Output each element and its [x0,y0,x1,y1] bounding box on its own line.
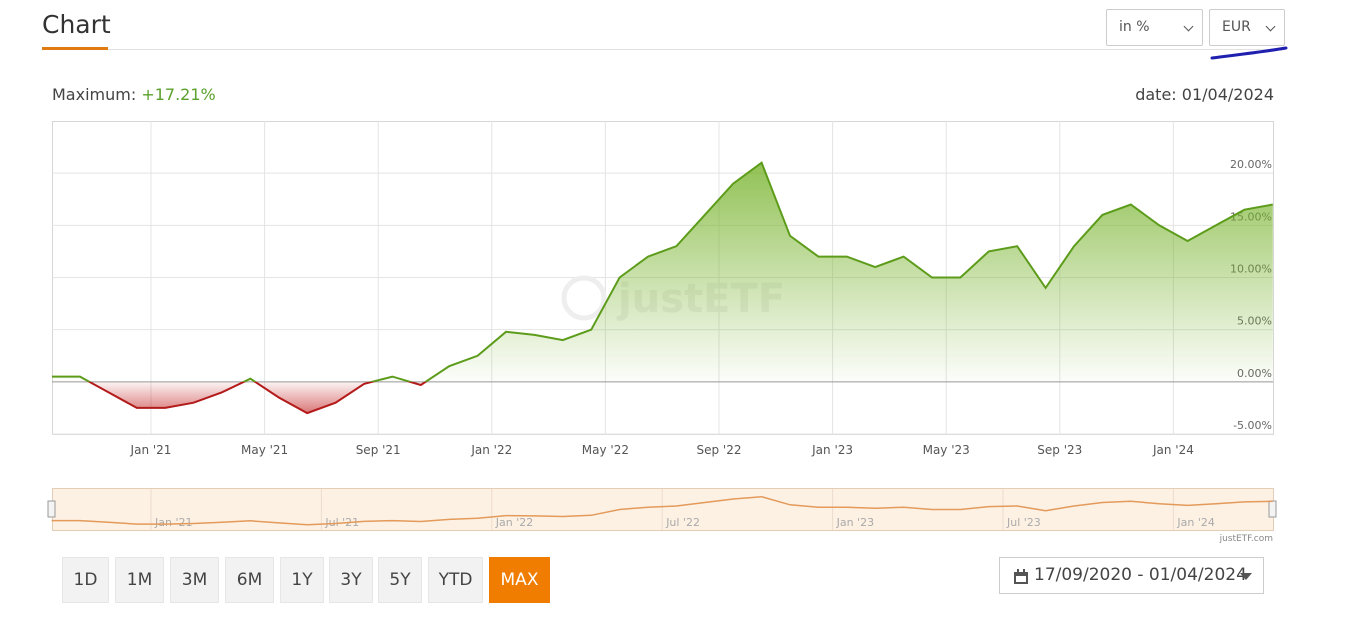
range-button[interactable]: 3M [170,557,219,603]
navigator-label: Jul '23 [1006,516,1041,529]
range-button[interactable]: 1M [115,557,164,603]
date-range: 17/09/2020 - 01/04/2024 [1034,565,1247,585]
range-button[interactable]: 3Y [329,557,373,603]
x-tick-label: Sep '22 [697,443,742,457]
calendar-icon [1014,569,1028,584]
annotation-scribble [1210,46,1288,60]
range-button[interactable]: 6M [225,557,274,603]
date-range-picker[interactable]: 17/09/2020 - 01/04/2024 [999,557,1264,594]
x-tick-label: Jan '21 [130,443,172,457]
navigator-label: Jan '23 [836,516,874,529]
navigator-label: Jul '22 [665,516,700,529]
x-tick-label: May '21 [241,443,288,457]
x-tick-label: Sep '23 [1037,443,1082,457]
maximum: Maximum: +17.21% [52,85,216,104]
unit-select[interactable]: in % [1106,9,1203,46]
range-button[interactable]: 1D [62,557,109,603]
x-tick-label: Jan '22 [470,443,512,457]
maximum-value: +17.21% [141,85,216,104]
area [52,162,1273,382]
date: date: 01/04/2024 [1135,85,1274,104]
x-tick-label: May '23 [923,443,970,457]
caret [1240,573,1252,580]
x-tick-label: Jan '24 [1152,443,1194,457]
y-tick-label: -5.00% [1233,419,1272,432]
navigator-handle[interactable] [1268,500,1277,518]
watermark-logo [561,275,607,321]
currency-select[interactable]: EUR [1209,9,1285,46]
x-tick-label: May '22 [582,443,629,457]
navigator-handle[interactable] [47,500,56,518]
range-button[interactable]: 5Y [378,557,422,603]
area [89,381,426,414]
navigator-label: Jan '24 [1176,516,1214,529]
range-button[interactable]: 1Y [280,557,324,603]
navigator-label: Jan '21 [154,516,192,529]
navigator-frame [52,488,1274,531]
range-button[interactable]: MAX [489,557,550,603]
title-underline [42,47,108,50]
range-button[interactable]: YTD [428,557,483,603]
maximum-label: Maximum: [52,85,137,104]
section-title: Chart [42,10,111,39]
y-tick-label: 20.00% [1230,158,1272,171]
x-tick-label: Sep '21 [356,443,401,457]
credit: justETF.com [1219,534,1273,544]
x-tick-label: Jan '23 [811,443,853,457]
navigator-line [51,495,1273,526]
navigator-label: Jan '22 [495,516,533,529]
